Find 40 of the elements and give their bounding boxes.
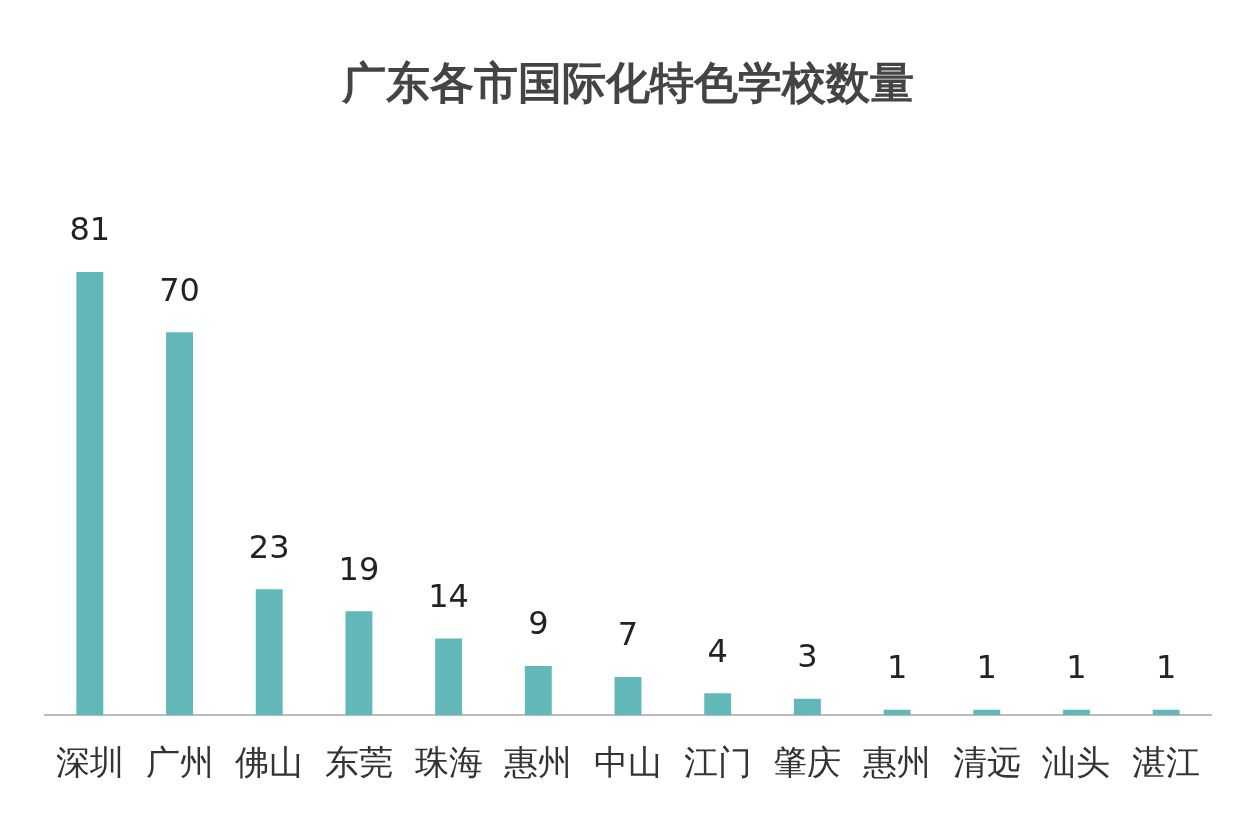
x-tick-label: 清远 [952, 742, 1021, 783]
data-label: 81 [69, 210, 111, 249]
data-label: 9 [528, 604, 549, 643]
data-label: 14 [428, 576, 469, 615]
x-tick-label: 深圳 [55, 742, 124, 783]
data-label: 1 [976, 648, 997, 687]
x-tick-label: 惠州 [503, 742, 573, 783]
bar [883, 709, 911, 716]
data-label: 70 [159, 270, 200, 309]
data-label: 1 [886, 648, 908, 687]
x-tick-label: 中山 [594, 742, 662, 783]
bar [1063, 709, 1090, 716]
x-tick-label: 惠州 [862, 742, 932, 783]
bar [793, 698, 821, 716]
bar [973, 709, 1001, 716]
bar [704, 693, 732, 716]
data-label: 1 [1066, 648, 1087, 687]
x-tick-label: 湛江 [1132, 742, 1201, 783]
bar [166, 332, 193, 716]
bar [614, 676, 642, 716]
x-tick-label: 东莞 [324, 742, 393, 783]
data-label: 1 [1155, 648, 1177, 687]
data-label: 23 [248, 527, 290, 566]
bar [76, 272, 104, 716]
bar [435, 638, 463, 716]
data-label: 4 [707, 631, 728, 670]
bar [524, 665, 552, 716]
x-tick-label: 肇庆 [773, 742, 842, 783]
x-tick-label: 珠海 [414, 742, 483, 783]
chart-title: 广东各市国际化特色学校数量 [341, 56, 914, 108]
data-label: 7 [617, 615, 639, 654]
bar [255, 589, 283, 716]
x-tick-label: 广州 [145, 742, 214, 783]
x-tick-label: 佛山 [235, 742, 304, 783]
data-label: 3 [797, 637, 818, 676]
bar [1152, 709, 1180, 716]
x-tick-label: 江门 [683, 742, 752, 783]
bar [345, 611, 373, 716]
x-tick-label: 汕头 [1042, 742, 1111, 783]
data-label: 19 [338, 549, 380, 588]
